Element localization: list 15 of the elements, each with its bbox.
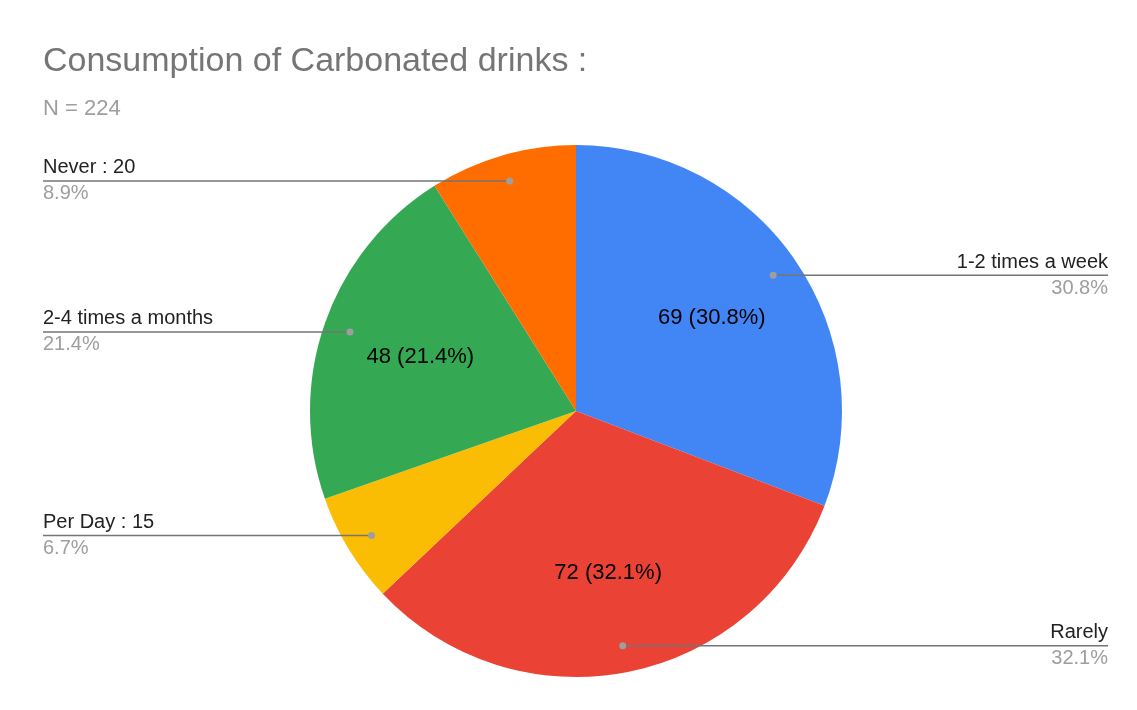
- chart-title: Consumption of Carbonated drinks :: [43, 40, 588, 79]
- text: 21.4%: [43, 332, 100, 355]
- text: 30.8%: [1051, 275, 1109, 298]
- slice-label: 1-2 times a week: [956, 249, 1109, 272]
- slice-label: Per Day : 15: [43, 510, 155, 533]
- text: 6.7%: [43, 536, 89, 559]
- slice-label: 2-4 times a months: [43, 306, 214, 329]
- data-label: 48 (21.4%): [366, 342, 475, 368]
- slice-label: Never : 20: [43, 155, 136, 178]
- data-label: 69 (30.8%): [658, 303, 766, 329]
- data-label: 72 (32.1%): [554, 558, 662, 584]
- chart-subtitle: N = 224: [43, 95, 121, 121]
- slice-label: Rarely: [1050, 620, 1108, 643]
- text: 8.9%: [43, 181, 89, 204]
- text: 32.1%: [1051, 646, 1109, 669]
